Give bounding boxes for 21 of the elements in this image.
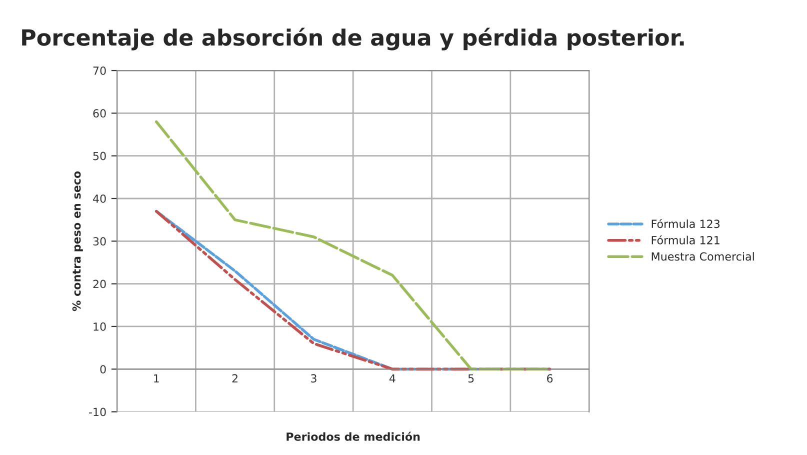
- x-axis-title: Periodos de medición: [286, 432, 420, 441]
- y-axis-title: % contra peso en seco: [72, 171, 83, 312]
- y-tick-label: 0: [100, 365, 106, 374]
- chart-title: Porcentaje de absorción de agua y pérdida posterior.: [22, 28, 684, 50]
- legend-label: Muestra Comercial: [652, 252, 754, 261]
- x-tick-label: 4: [389, 374, 396, 382]
- x-tick-label: 5: [468, 374, 474, 383]
- y-tick-label: 30: [93, 237, 106, 246]
- y-tick-label: 60: [93, 109, 106, 118]
- y-tick-label: 20: [93, 280, 106, 288]
- y-tick-label: 40: [93, 194, 106, 203]
- y-tick-label: 10: [94, 322, 106, 331]
- x-tick-label: 1: [154, 374, 159, 382]
- x-tick-label: 2: [232, 374, 238, 382]
- legend-label: Fórmula 123: [652, 219, 720, 228]
- legend-label: Fórmula 121: [652, 235, 720, 244]
- y-tick-label: 50: [93, 152, 106, 160]
- x-tick-label: 3: [311, 374, 316, 383]
- y-tick-label: -10: [88, 408, 106, 416]
- y-tick-label: 70: [93, 66, 106, 75]
- x-tick-label: 6: [547, 374, 553, 383]
